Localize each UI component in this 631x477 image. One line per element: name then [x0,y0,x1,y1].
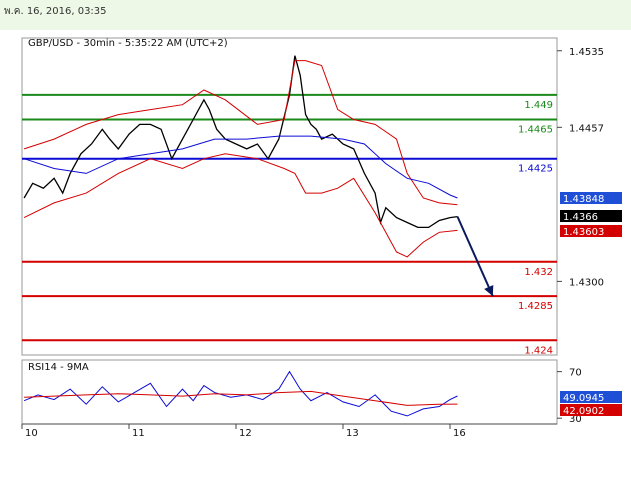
level-label: 1.4285 [518,301,553,312]
header-bar: พ.ค. 16, 2016, 03:35 [0,0,631,30]
rsi-tick-label: 30 [569,414,582,425]
rsi-tag-bg [560,391,622,403]
price-tag-label: 1.4366 [563,212,598,223]
price-tick-label: 1.4535 [569,47,604,58]
price-tick-label: 1.4457 [569,123,604,134]
series-price [23,55,458,229]
x-tick-label: 16 [453,428,466,439]
rsi-ma-tag-label: 42.0902 [563,406,604,417]
rsi-series-rsi_ma [24,390,458,406]
rsi-ma-tag-bg [560,404,622,416]
level-label: 1.424 [524,345,553,356]
timestamp-label: พ.ค. 16, 2016, 03:35 [4,6,107,17]
price-panel [21,37,558,356]
price-tag-label: 1.43848 [563,194,604,205]
rsi-title: RSI14 - 9MA [28,362,89,373]
chart-title: GBP/USD - 30min - 5:35:22 AM (UTC+2) [28,38,228,49]
level-label: 1.432 [524,267,553,278]
x-tick-label: 12 [239,428,252,439]
x-tick-label: 10 [25,428,38,439]
price-tag-bg [560,225,622,237]
level-label: 1.4425 [518,164,553,175]
level-label: 1.4465 [518,124,553,135]
series-bollinger_lower [23,153,458,258]
level-label: 1.449 [524,100,553,111]
x-tick-label: 13 [346,428,359,439]
projection-arrow-line [456,216,494,297]
rsi-tag-label: 49.0945 [563,393,604,404]
price-tag-bg [560,192,622,204]
price-tick-label: 1.4300 [569,277,604,288]
series-moving_average [23,135,458,199]
series-bollinger_upper [23,60,458,206]
price-tag-bg [560,210,622,222]
rsi-tick-label: 70 [569,368,582,379]
projection-arrow-head [484,284,494,297]
x-tick-label: 11 [132,428,145,439]
price-tag-label: 1.43603 [563,227,604,238]
